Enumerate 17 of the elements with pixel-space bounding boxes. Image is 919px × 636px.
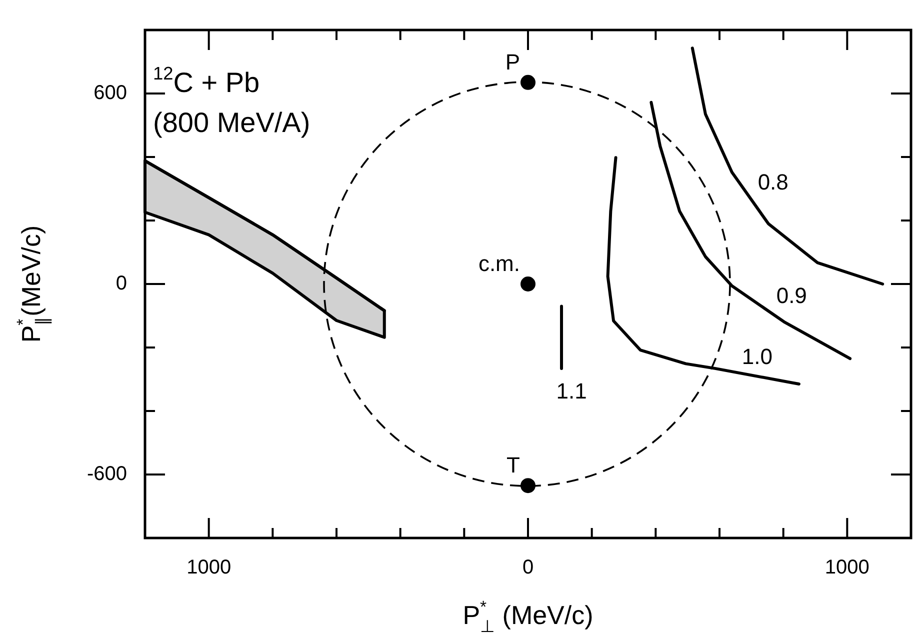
y-tick-label: 0 [116, 272, 127, 295]
annotation: T [506, 452, 520, 478]
x-tick-label: 1000 [186, 556, 232, 579]
y-axis-title: P*∥(MeV/c) [13, 225, 52, 343]
y-tick-label: 600 [94, 82, 127, 104]
annotation: P [505, 49, 520, 74]
y-tick-label: -600 [86, 463, 127, 486]
annotation: 1.1 [556, 378, 587, 404]
annotation: 1.0 [742, 344, 772, 369]
annotation: c.m. [478, 251, 520, 276]
point [520, 276, 536, 292]
annotation: 0.9 [776, 282, 807, 308]
annotation: 0.8 [758, 170, 788, 195]
annotation: (800 MeV/A) [153, 107, 310, 138]
x-tick-label: 1000 [824, 556, 870, 579]
point [520, 478, 536, 494]
x-tick-label: 0 [522, 556, 534, 579]
